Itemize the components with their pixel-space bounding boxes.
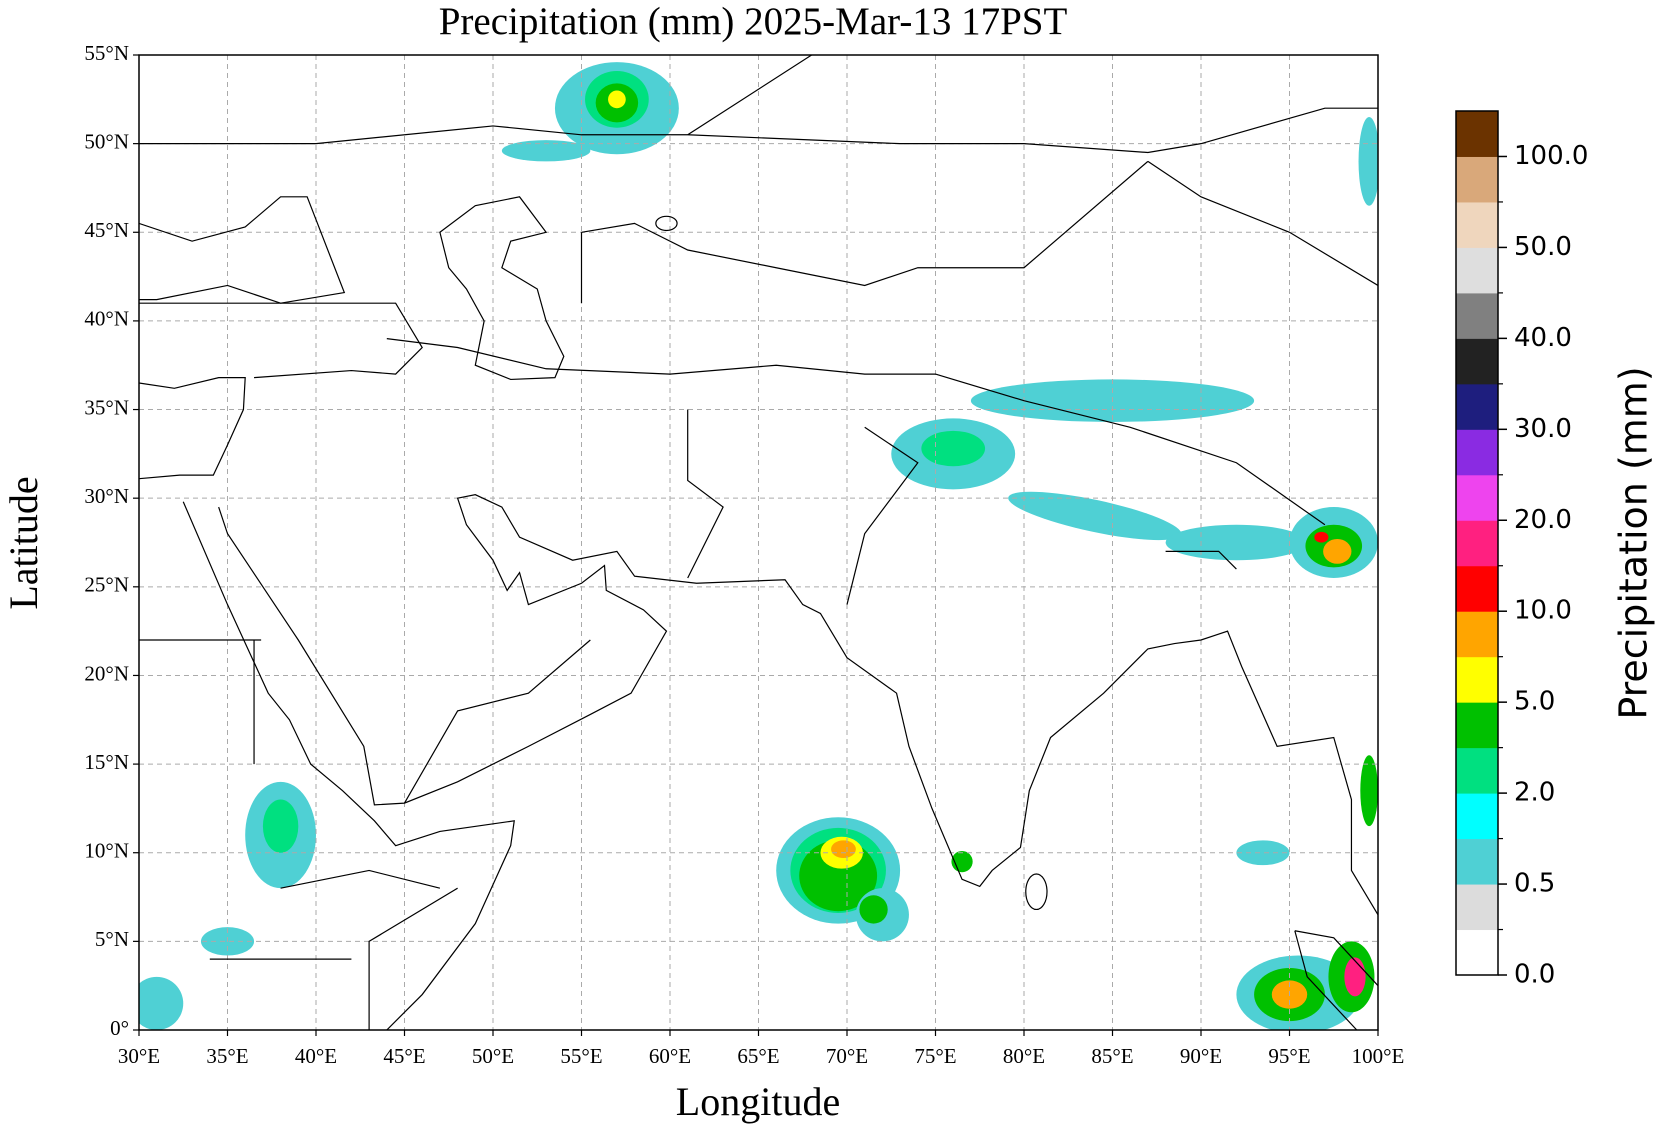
colorbar-cell (1456, 201, 1498, 248)
y-tick-label: 5°N (95, 927, 129, 951)
colorbar-cell (1456, 884, 1498, 931)
x-tick-label: 30°E (118, 1044, 160, 1068)
colorbar-tick-label: 10.0 (1514, 596, 1572, 626)
colorbar-cell (1456, 383, 1498, 430)
y-tick-label: 25°N (84, 573, 129, 597)
y-tick-label: 35°N (84, 395, 129, 419)
y-tick-label: 50°N (84, 129, 129, 153)
colorbar-cell (1456, 565, 1498, 612)
colorbar-tick-label: 30.0 (1514, 414, 1572, 444)
colorbar-tick-label: 0.0 (1514, 960, 1555, 990)
x-axis-label: Longitude (676, 1079, 840, 1124)
colorbar-cell (1456, 702, 1498, 749)
x-tick-label: 70°E (826, 1044, 868, 1068)
x-tick-label: 80°E (1003, 1044, 1045, 1068)
colorbar-cell (1456, 520, 1498, 567)
colorbar-tick-label: 0.5 (1514, 869, 1555, 899)
colorbar-tick-label: 40.0 (1514, 323, 1572, 353)
y-tick-label: 10°N (84, 839, 129, 863)
y-axis-label: Latitude (1, 476, 46, 609)
x-tick-label: 85°E (1091, 1044, 1133, 1068)
map-area (51, 55, 1379, 1030)
colorbar-frame (1455, 110, 1499, 976)
x-tick-label: 55°E (560, 1044, 602, 1068)
x-tick-label: 90°E (1180, 1044, 1222, 1068)
colorbar-cell (1456, 338, 1498, 385)
y-tick-label: 40°N (84, 307, 129, 331)
colorbar-cell (1456, 292, 1498, 339)
y-tick-label: 45°N (84, 218, 129, 242)
y-tick-label: 20°N (84, 661, 129, 685)
colorbar-cell (1456, 474, 1498, 521)
x-tick-label: 40°E (295, 1044, 337, 1068)
colorbar-cell (1456, 156, 1498, 203)
y-tick-label: 0° (110, 1016, 129, 1040)
colorbar-cell (1456, 247, 1498, 294)
colorbar-cell (1456, 611, 1498, 658)
x-tick-label: 35°E (206, 1044, 248, 1068)
x-tick-label: 75°E (914, 1044, 956, 1068)
y-tick-label: 30°N (84, 484, 129, 508)
x-tick-label: 60°E (649, 1044, 691, 1068)
x-tick-label: 100°E (1352, 1044, 1405, 1068)
x-tick-label: 65°E (737, 1044, 779, 1068)
colorbar-tick-label: 20.0 (1514, 505, 1572, 535)
colorbar-cell (1456, 429, 1498, 476)
colorbar-cell (1456, 929, 1498, 976)
coastlines (51, 55, 1379, 1030)
y-tick-label: 55°N (84, 41, 129, 65)
colorbar-tick-label: 5.0 (1514, 687, 1555, 717)
chart-title: Precipitation (mm) 2025-Mar-13 17PST (439, 0, 1068, 43)
colorbar-cell (1456, 793, 1498, 840)
colorbar-tick-label: 100.0 (1514, 141, 1588, 171)
colorbar-cell (1456, 656, 1498, 703)
colorbar-tick-label: 2.0 (1514, 778, 1555, 808)
grid (139, 55, 1378, 1030)
x-tick-label: 45°E (383, 1044, 425, 1068)
x-tick-label: 50°E (472, 1044, 514, 1068)
y-tick-label: 15°N (84, 750, 129, 774)
colorbar-tick-label: 50.0 (1514, 232, 1572, 262)
colorbar-cell (1456, 747, 1498, 794)
colorbar-cell (1456, 111, 1498, 157)
colorbar-label: Precipitation (mm) (1612, 366, 1656, 719)
colorbar-cell (1456, 838, 1498, 885)
x-tick-label: 95°E (1268, 1044, 1310, 1068)
